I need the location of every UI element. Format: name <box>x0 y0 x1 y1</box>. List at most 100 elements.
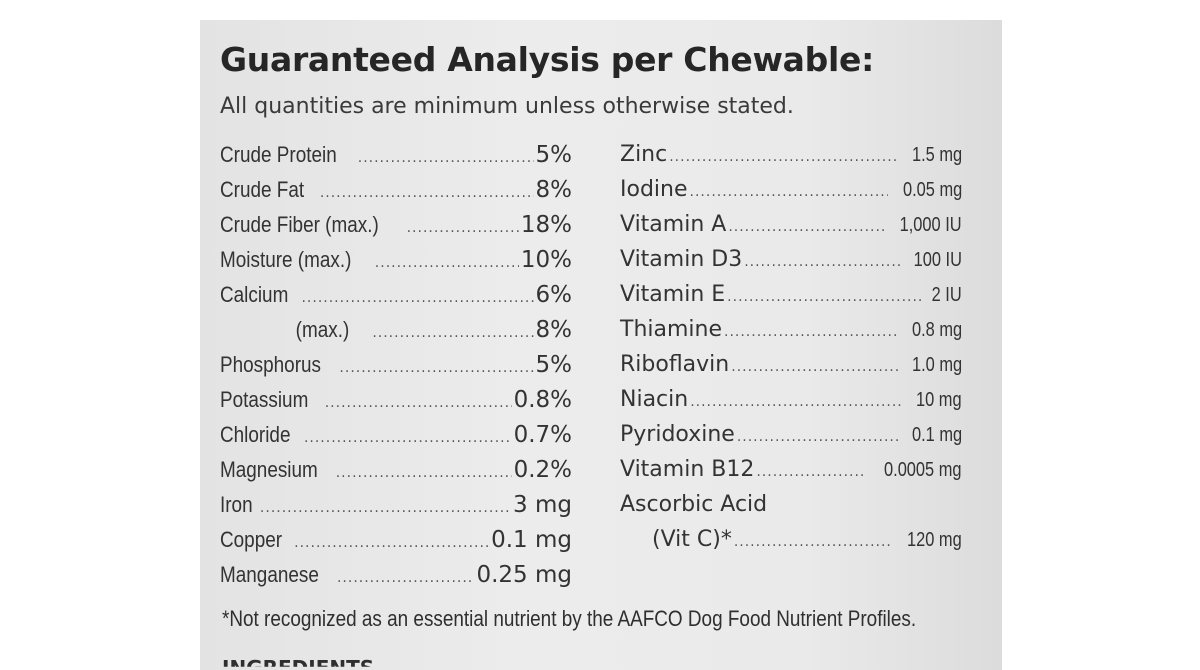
nutrient-value: 1,000 IU <box>900 214 962 236</box>
nutrient-name: Iodine <box>620 177 688 202</box>
nutrient-name: Copper <box>220 527 283 552</box>
leader-dots <box>690 175 888 210</box>
nutrient-name: Vitamin B12 <box>620 457 755 482</box>
ingredients-heading-cropped: INGREDIENTS <box>222 656 375 670</box>
nutrient-name: Zinc <box>620 142 668 167</box>
nutrient-value: 2 IU <box>931 284 962 306</box>
nutrient-value: 120 mg <box>907 529 962 551</box>
nutrient-value: 0.25 mg <box>476 562 572 588</box>
nutrient-value: 3 mg <box>513 492 572 518</box>
nutrient-row: Thiamine 0.8 mg <box>620 312 962 347</box>
leader-dots <box>372 316 533 351</box>
nutrient-name: Thiamine <box>620 317 722 342</box>
nutrient-row: Vitamin E 2 IU <box>620 277 962 312</box>
nutrient-row: Moisture (max.) 10% <box>220 242 572 277</box>
nutrient-value: 0.1 mg <box>491 527 572 553</box>
nutrient-name: Pyridoxine <box>620 422 735 447</box>
leader-dots <box>728 210 884 245</box>
nutrient-row: Crude Fat 8% <box>220 172 572 207</box>
leader-dots <box>358 141 534 176</box>
nutrient-name: (Vit C)* <box>652 527 732 552</box>
nutrient-name: Crude Fiber (max.) <box>220 212 379 237</box>
nutrient-value: 1.5 mg <box>911 144 962 166</box>
nutrient-row: Vitamin A 1,000 IU <box>620 207 962 242</box>
nutrient-row: Vitamin D3 100 IU <box>620 242 962 277</box>
leader-dots <box>737 420 899 455</box>
nutrient-name: Niacin <box>620 387 689 412</box>
leader-dots <box>260 491 511 526</box>
nutrient-value: 10 mg <box>916 389 962 411</box>
leader-dots <box>734 525 893 560</box>
leader-dots <box>301 281 533 316</box>
nutrient-name: Moisture (max.) <box>220 247 352 272</box>
nutrient-name: (max.) <box>295 317 350 342</box>
leader-dots <box>375 246 519 281</box>
leader-dots <box>304 421 512 456</box>
nutrient-row: Ascorbic Acid <box>620 487 962 522</box>
leader-dots <box>336 456 512 491</box>
nutrient-row: Magnesium 0.2% <box>220 452 572 487</box>
leader-dots <box>727 280 923 315</box>
nutrient-value: 6% <box>535 282 573 308</box>
nutrient-column-right: Zinc 1.5 mg Iodine 0.05 mg Vitamin A 1,000 … <box>620 137 962 557</box>
nutrient-row: Crude Fiber (max.) 18% <box>220 207 572 242</box>
leader-dots <box>744 245 901 280</box>
nutrient-name: Vitamin A <box>620 212 727 237</box>
leader-dots <box>325 386 512 421</box>
nutrient-row: Calcium 6% <box>220 277 572 312</box>
footnote: *Not recognized as an essential nutrient… <box>222 606 917 631</box>
nutrient-row: Iodine 0.05 mg <box>620 172 962 207</box>
nutrient-name: Potassium <box>220 387 309 412</box>
nutrient-value: 5% <box>535 142 573 168</box>
nutrient-name: Ascorbic Acid <box>620 492 768 517</box>
nutrient-row: Crude Protein 5% <box>220 137 572 172</box>
nutrient-name: Iron <box>220 492 253 517</box>
nutrient-value: 5% <box>535 352 573 378</box>
nutrient-row: Copper 0.1 mg <box>220 522 572 557</box>
nutrient-row: Manganese 0.25 mg <box>220 557 572 592</box>
nutrient-row: Vitamin B12 0.0005 mg <box>620 452 962 487</box>
nutrient-value: 0.05 mg <box>902 179 962 201</box>
leader-dots <box>669 140 899 175</box>
nutrient-name: Vitamin E <box>620 282 726 307</box>
nutrient-name: Crude Protein <box>220 142 337 167</box>
nutrient-value: 0.2% <box>513 457 572 483</box>
nutrient-name: Magnesium <box>220 457 318 482</box>
leader-dots <box>690 385 904 420</box>
nutrient-name: Vitamin D3 <box>620 247 743 272</box>
nutrient-column-left: Crude Protein 5% Crude Fat 8% Crude Fiber … <box>220 137 572 592</box>
nutrient-row: (max.) 8% <box>220 312 572 347</box>
nutrient-value: 10% <box>520 247 572 273</box>
nutrient-row: Chloride 0.7% <box>220 417 572 452</box>
leader-dots <box>756 455 865 490</box>
leader-dots <box>407 211 519 246</box>
nutrient-value: 0.8 mg <box>911 319 962 341</box>
nutrient-row: (Vit C)* 120 mg <box>620 522 962 557</box>
nutrient-value: 0.1 mg <box>911 424 962 446</box>
nutrient-value: 0.8% <box>513 387 572 413</box>
nutrient-row: Riboflavin 1.0 mg <box>620 347 962 382</box>
nutrient-value: 100 IU <box>913 249 962 271</box>
nutrient-value: 8% <box>535 317 573 343</box>
nutrient-value: 18% <box>520 212 572 238</box>
nutrient-name: Riboflavin <box>620 352 730 377</box>
leader-dots <box>731 350 899 385</box>
nutrient-name: Calcium <box>220 282 289 307</box>
leader-dots <box>320 176 534 211</box>
nutrient-name: Phosphorus <box>220 352 321 377</box>
label-subtitle: All quantities are minimum unless otherw… <box>220 94 794 119</box>
leader-dots <box>724 315 899 350</box>
nutrient-row: Zinc 1.5 mg <box>620 137 962 172</box>
supplement-label-panel: Guaranteed Analysis per Chewable: All qu… <box>200 20 1002 670</box>
leader-dots <box>339 351 533 386</box>
nutrient-row: Niacin 10 mg <box>620 382 962 417</box>
nutrient-row: Iron 3 mg <box>220 487 572 522</box>
nutrient-value: 0.7% <box>513 422 572 448</box>
nutrient-row: Phosphorus 5% <box>220 347 572 382</box>
nutrient-row: Potassium 0.8% <box>220 382 572 417</box>
nutrient-name: Manganese <box>220 562 319 587</box>
leader-dots <box>294 526 489 561</box>
nutrient-value: 8% <box>535 177 573 203</box>
nutrient-name: Chloride <box>220 422 291 447</box>
nutrient-value: 1.0 mg <box>911 354 962 376</box>
